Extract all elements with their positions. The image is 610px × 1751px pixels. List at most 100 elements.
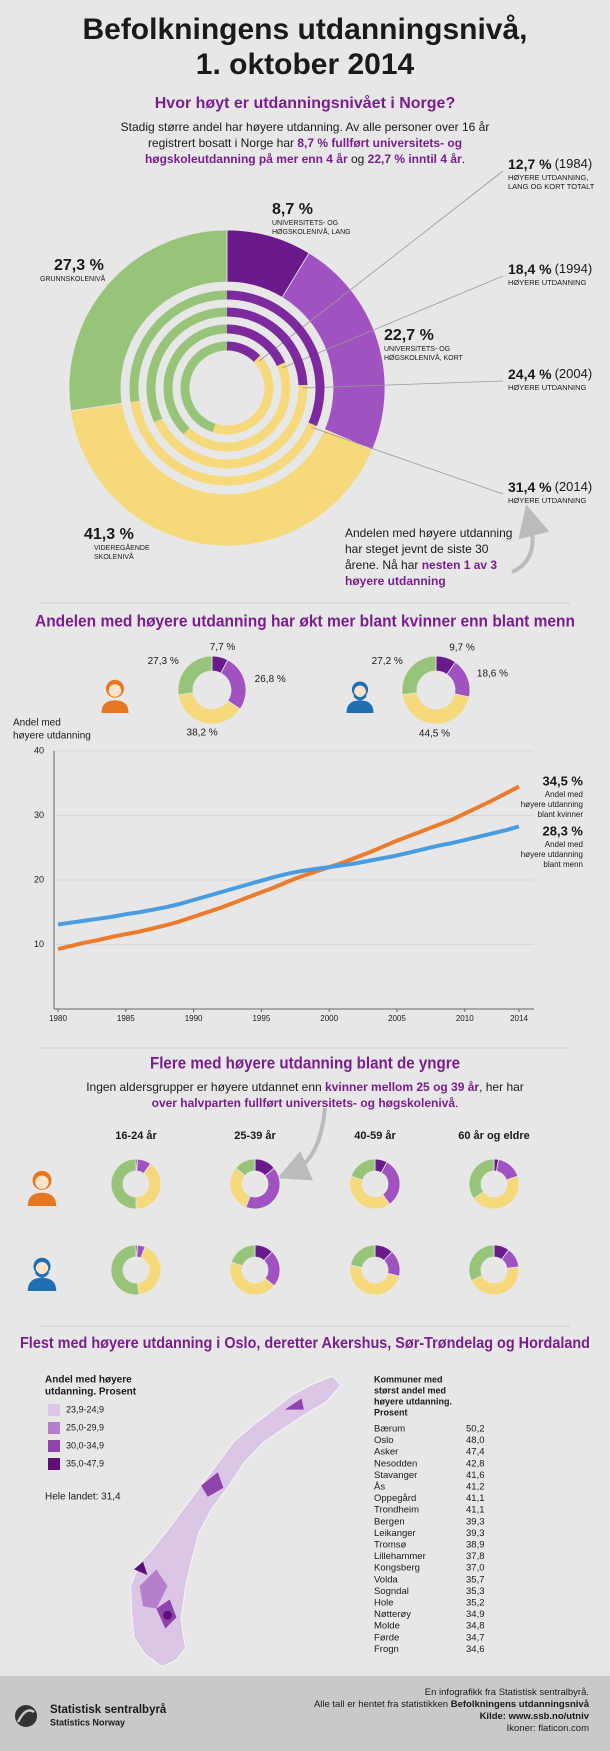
map-country [130,1375,342,1667]
text: høyere utdanning [13,731,91,742]
text: 16-24 år [115,1130,157,1142]
footer-band [0,1676,610,1751]
leader-line [302,380,504,389]
text: Frogn [374,1644,399,1655]
x-tick-label: 1995 [252,1014,270,1023]
text: UNIVERSITETS- OG [384,346,450,353]
map-region [201,1472,224,1497]
text: 34,8 [466,1621,485,1632]
leader-line [311,426,504,495]
text: Kommuner med [374,1374,443,1384]
ring-segment [180,341,227,433]
text: Førde [374,1632,399,1643]
text: Statistics Norway [50,1717,125,1727]
text: 48,0 [466,1435,485,1446]
text-line: over halvparten fullført universitets- o… [152,1096,459,1110]
text-span: . [462,152,465,166]
text: 39,3 [466,1516,485,1527]
map-region [163,1610,173,1620]
text: 35,0-47,9 [66,1458,104,1468]
text: 35,2 [466,1598,485,1609]
text-line: høgskoleutdanning på mer enn 4 år og 22,… [145,152,465,166]
text-line: registrert bosatt i Norge har 8,7 % full… [148,136,462,150]
ring-year: (1994) [555,261,593,276]
text: HØYERE UTDANNING [508,383,587,392]
text: 35,3 [466,1586,485,1597]
text: HØGSKOLENIVÅ, LANG [272,227,351,236]
text: 23,9-24,9 [66,1404,104,1414]
ring-segment [146,307,227,423]
text: 22,7 % [384,327,434,344]
text: Trondheim [374,1505,419,1516]
text: 27,3 % [54,257,104,274]
text: Prosent [374,1407,408,1417]
text: Tromsø [374,1540,407,1551]
text: Volda [374,1574,398,1585]
text: blant menn [543,860,583,869]
text: VIDEREGÅENDE [94,543,150,552]
text-span: Ikoner: flaticon.com [507,1723,589,1734]
donut-segment [349,1264,400,1296]
ring-segment [129,290,227,403]
text: 26,8 % [255,674,286,685]
legend-swatch [48,1422,60,1434]
text: 34,7 [466,1632,485,1643]
text-span: årene. Nå har [345,558,422,572]
x-tick-label: 1985 [117,1014,135,1023]
text: Asker [374,1447,398,1458]
text-span: høgskoleutdanning på mer enn 4 år [145,152,348,166]
text: HØYERE UTDANNING, [508,173,588,182]
text: Nøtterøy [374,1609,411,1620]
ring-segment [212,355,274,435]
arrow [511,504,550,574]
text: 44,5 % [419,729,450,740]
text: Ås [374,1482,385,1493]
legend-swatch [48,1440,60,1452]
text: blant kvinner [538,810,584,819]
text: 28,3 % [543,823,584,838]
text: 41,1 [466,1505,485,1516]
text-span: Kilde: www.ssb.no/utniv [480,1711,590,1722]
text-line: Andelen med høyere utdanning [345,526,512,540]
x-tick-label: 2000 [320,1014,338,1023]
text: størst andel med [374,1385,446,1395]
text: 41,1 [466,1493,485,1504]
footer-line: Ikoner: flaticon.com [507,1723,589,1734]
text: Andel med [545,790,583,799]
leader-line [282,275,504,369]
x-tick-label: 1990 [185,1014,203,1023]
ring-segment [183,362,291,452]
donut-segment [350,1158,376,1181]
y-tick-label: 10 [34,939,44,949]
text-span: kvinner mellom 25 og 39 år [325,1080,479,1094]
map [130,1375,342,1667]
text: Statistisk sentralbyrå [50,1704,167,1716]
line-series [57,784,520,951]
text-span: Ingen aldersgrupper er høyere utdannet e… [86,1080,325,1094]
text-span: og [348,152,368,166]
text: 27,2 % [372,656,403,667]
donut-segment [110,1244,140,1296]
text: 1. oktober 2014 [196,48,415,81]
text-line: har steget jevnt de siste 30 [345,542,489,556]
text: 18,6 % [477,668,508,679]
y-tick-label: 30 [34,810,44,820]
text: 50,2 [466,1424,485,1435]
ring-segment [130,400,317,486]
donut-segment [177,655,213,696]
text-span: høyere utdanning [345,574,446,588]
map-region [139,1569,168,1609]
logo-mark [15,1705,37,1727]
footer-line: Alle tall er hentet fra statistikken Bef… [314,1699,590,1710]
text: HØGSKOLENIVÅ, KORT [384,353,464,362]
text: Lillehammer [374,1551,426,1562]
text-line: Ingen aldersgrupper er høyere utdannet e… [86,1080,524,1094]
text: UNIVERSITETS- OG [272,220,338,227]
text: Flere med høyere utdanning blant de yngr… [150,1053,460,1072]
text: Hvor høyt er utdanningsnivået i Norge? [155,94,455,112]
footer-line: Kilde: www.ssb.no/utniv [480,1711,590,1722]
text: 40-59 år [354,1130,396,1142]
ring-year: (1984) [555,156,593,171]
text: utdanning. Prosent [45,1387,137,1398]
text: Oslo [374,1435,394,1446]
